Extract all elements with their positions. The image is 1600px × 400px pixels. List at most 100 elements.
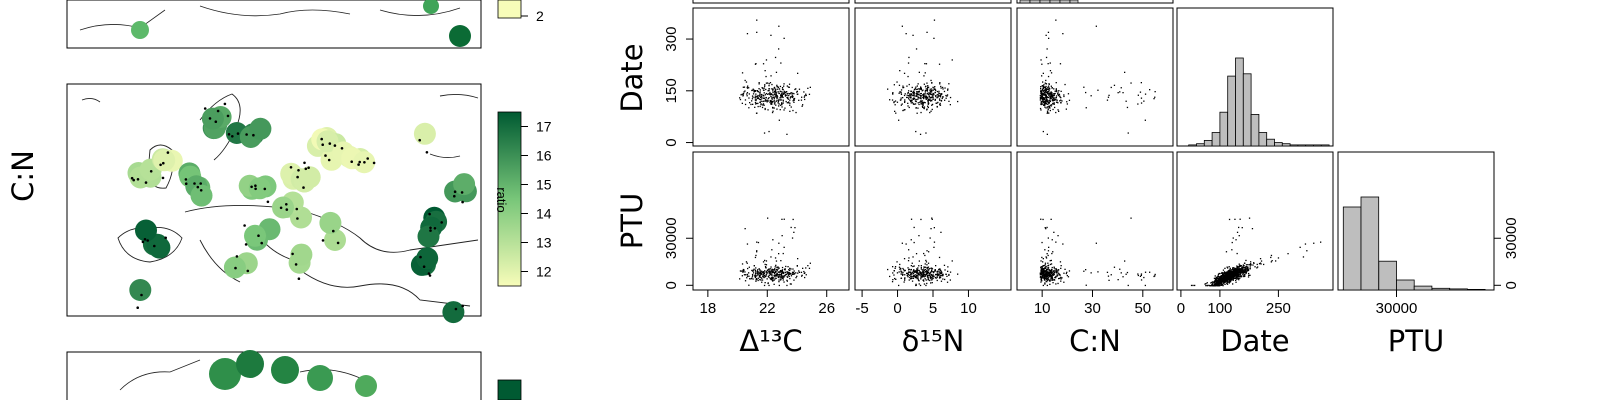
scatter-point: [916, 277, 918, 280]
scatter-point: [776, 84, 778, 86]
scatter-point: [755, 279, 757, 281]
matrix-top-strip-panel: [692, 0, 850, 4]
scatter-point: [778, 253, 780, 255]
scatter-point: [1051, 95, 1054, 98]
scatter-point: [1231, 249, 1233, 251]
scatter-point: [1238, 266, 1241, 268]
scatter-point: [1231, 277, 1234, 279]
map-cell: [249, 117, 272, 140]
scatter-point: [925, 272, 928, 274]
scatter-point: [937, 272, 939, 274]
scatter-point: [1048, 101, 1050, 104]
map-sample-point: [333, 144, 337, 147]
scatter-point: [1062, 33, 1064, 35]
scatter-point: [1251, 228, 1254, 230]
scatter-point: [748, 272, 750, 274]
scatter-point: [1236, 278, 1238, 280]
scatter-point: [770, 95, 772, 98]
scatter-point: [1124, 260, 1126, 262]
scatter-point: [1216, 281, 1218, 283]
scatter-point: [1244, 269, 1246, 271]
scatter-point: [766, 100, 768, 102]
scatter-point: [1048, 88, 1050, 90]
scatter-point: [1048, 106, 1051, 108]
scatter-point: [924, 95, 926, 97]
scatter-point: [900, 268, 902, 270]
scatter-point: [1154, 275, 1156, 277]
scatter-point: [771, 249, 773, 251]
map-cell: [190, 184, 213, 207]
scatter-point: [1044, 86, 1047, 89]
scatter-point: [775, 71, 778, 73]
scatter-point: [1153, 275, 1155, 278]
scatter-point: [919, 101, 921, 103]
scatter-point: [927, 86, 929, 88]
scatter-point: [931, 95, 933, 97]
scatter-point: [925, 95, 928, 98]
scatter-point: [933, 227, 935, 229]
scatter-point: [1217, 276, 1220, 278]
scatter-point: [779, 90, 781, 92]
scatter-point: [1051, 269, 1053, 271]
scatter-point: [929, 90, 931, 92]
scatter-point: [1044, 102, 1047, 104]
scatter-point: [948, 274, 950, 276]
map-sample-point: [307, 166, 310, 169]
scatter-point: [1066, 101, 1068, 103]
scatter-point: [1228, 272, 1230, 274]
scatter-point: [753, 89, 755, 91]
map-cell: [319, 211, 342, 234]
scatter-point: [928, 92, 930, 94]
scatter-point: [919, 133, 922, 135]
scatter-point: [1050, 93, 1052, 96]
scatter-point: [916, 88, 918, 90]
scatter-point: [1045, 256, 1047, 258]
scatter-point: [755, 97, 757, 99]
scatter-point: [935, 274, 937, 276]
map-sample-point: [246, 269, 250, 273]
scatter-point: [900, 270, 902, 272]
scatter-point: [891, 99, 894, 101]
scatter-point: [1048, 93, 1050, 95]
scatter-point: [759, 105, 761, 108]
scatter-point: [765, 88, 767, 91]
scatter-point: [1247, 269, 1250, 272]
scatter-point: [794, 88, 796, 91]
scatter-point: [755, 99, 757, 102]
top-legend-swatch: [497, 0, 522, 19]
scatter-point: [938, 274, 940, 277]
scatter-point: [947, 266, 949, 268]
scatter-point: [1042, 72, 1044, 74]
scatter-point: [746, 274, 748, 276]
scatter-point: [786, 279, 788, 281]
scatter-point: [1247, 276, 1250, 278]
scatter-point: [1051, 276, 1053, 278]
scatter-point: [768, 83, 770, 85]
map-sample-point: [254, 187, 257, 191]
scatter-point: [1042, 96, 1044, 99]
scatter-point: [752, 89, 754, 91]
scatter-point: [943, 264, 946, 266]
scatter-point: [909, 271, 911, 274]
scatter-point: [780, 272, 783, 274]
scatter-point: [760, 272, 763, 274]
scatter-point: [926, 31, 928, 33]
scatter-point: [770, 278, 772, 281]
scatter-point: [1049, 279, 1052, 281]
scatter-point: [926, 250, 928, 252]
scatter-point: [751, 89, 753, 92]
scatter-point: [1055, 277, 1057, 279]
scatter-point: [746, 93, 748, 95]
scatter-point: [920, 274, 922, 276]
scatter-point: [1083, 270, 1085, 272]
map-sample-point: [453, 194, 456, 198]
scatter-point: [782, 93, 784, 95]
scatter-point: [938, 269, 940, 271]
scatter-panel-ptu-row: [1016, 151, 1174, 291]
scatter-point: [1140, 82, 1142, 84]
scatter-point: [910, 269, 912, 271]
x-tick-label: -5: [855, 300, 868, 317]
scatter-point: [1233, 269, 1235, 271]
map-sample-point: [320, 137, 324, 141]
scatter-point: [1048, 92, 1050, 94]
